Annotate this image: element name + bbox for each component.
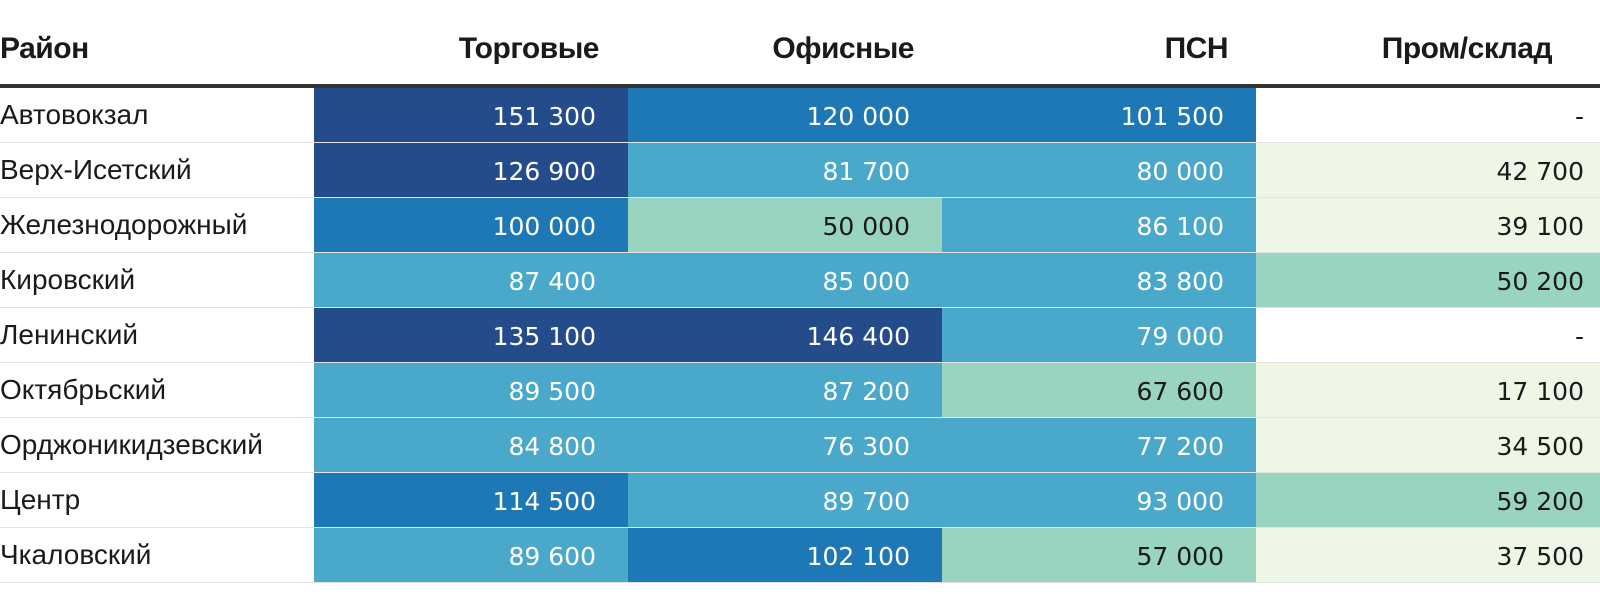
heatmap-cell: 89 700	[628, 473, 942, 527]
heatmap-cell: 85 000	[628, 253, 942, 307]
heatmap-cell: 81 700	[628, 143, 942, 197]
heatmap-cell: 151 300	[314, 88, 628, 142]
table-row: Ленинский 135 100 146 400 79 000-	[0, 308, 1600, 363]
heatmap-cell: 83 800	[942, 253, 1256, 307]
heatmap-cell: 135 100	[314, 308, 628, 362]
heatmap-cell: 57 000	[942, 528, 1256, 582]
heatmap-cell: 50 000	[628, 198, 942, 252]
heatmap-cell: 79 000	[942, 308, 1256, 362]
column-header-3: ПСН	[1164, 32, 1229, 65]
heatmap-cell: 101 500	[942, 88, 1256, 142]
heatmap-cell: 89 500	[314, 363, 628, 417]
district-name: Чкаловский	[0, 539, 152, 570]
district-name: Железнодорожный	[0, 209, 248, 240]
table-row: Железнодорожный 100 000 50 000 86 100 39 100	[0, 198, 1600, 253]
district-name: Орджоникидзевский	[0, 429, 263, 460]
table-row: Октябрьский 89 500 87 200 67 600 17 100	[0, 363, 1600, 418]
heatmap-cell: 86 100	[942, 198, 1256, 252]
heatmap-cell: 100 000	[314, 198, 628, 252]
table-body: Автовокзал 151 300 120 000 101 500- Верх-Исе…	[0, 88, 1600, 583]
column-header-district: Район	[0, 32, 89, 65]
heatmap-cell: 87 400	[314, 253, 628, 307]
heatmap-cell: 89 600	[314, 528, 628, 582]
district-name: Автовокзал	[0, 99, 149, 130]
column-header-4: Пром/склад	[1381, 32, 1553, 65]
heatmap-cell: 77 200	[942, 418, 1256, 472]
table-row: Автовокзал 151 300 120 000 101 500-	[0, 88, 1600, 143]
heatmap-cell: 93 000	[942, 473, 1256, 527]
district-name: Октябрьский	[0, 374, 167, 405]
heatmap-cell: -	[1256, 88, 1600, 142]
table-row: Верх-Исетский 126 900 81 700 80 000 42 700	[0, 143, 1600, 198]
table-header: Район Торговые Офисные ПСН Пром/склад	[0, 0, 1600, 88]
heatmap-cell: 17 100	[1256, 363, 1600, 417]
district-name: Центр	[0, 484, 81, 515]
table-row: Орджоникидзевский 84 800 76 300 77 200 34 50…	[0, 418, 1600, 473]
table-row: Чкаловский 89 600 102 100 57 000 37 500	[0, 528, 1600, 583]
district-name: Верх-Исетский	[0, 154, 192, 185]
heatmap-cell: 146 400	[628, 308, 942, 362]
heatmap-cell: 80 000	[942, 143, 1256, 197]
column-header-1: Торговые	[458, 32, 600, 65]
heatmap-cell: -	[1256, 308, 1600, 362]
heatmap-cell: 59 200	[1256, 473, 1600, 527]
heatmap-cell: 126 900	[314, 143, 628, 197]
heatmap-cell: 87 200	[628, 363, 942, 417]
heatmap-cell: 39 100	[1256, 198, 1600, 252]
district-name: Кировский	[0, 264, 136, 295]
heatmap-cell: 102 100	[628, 528, 942, 582]
column-header-2: Офисные	[772, 32, 914, 65]
table-row: Кировский 87 400 85 000 83 800 50 200	[0, 253, 1600, 308]
heatmap-cell: 114 500	[314, 473, 628, 527]
heatmap-cell: 120 000	[628, 88, 942, 142]
table-row: Центр 114 500 89 700 93 000 59 200	[0, 473, 1600, 528]
heatmap-cell: 42 700	[1256, 143, 1600, 197]
heatmap-cell: 76 300	[628, 418, 942, 472]
district-name: Ленинский	[0, 319, 139, 350]
heatmap-cell: 84 800	[314, 418, 628, 472]
heatmap-cell: 50 200	[1256, 253, 1600, 307]
heatmap-cell: 67 600	[942, 363, 1256, 417]
heatmap-cell: 34 500	[1256, 418, 1600, 472]
heatmap-cell: 37 500	[1256, 528, 1600, 582]
